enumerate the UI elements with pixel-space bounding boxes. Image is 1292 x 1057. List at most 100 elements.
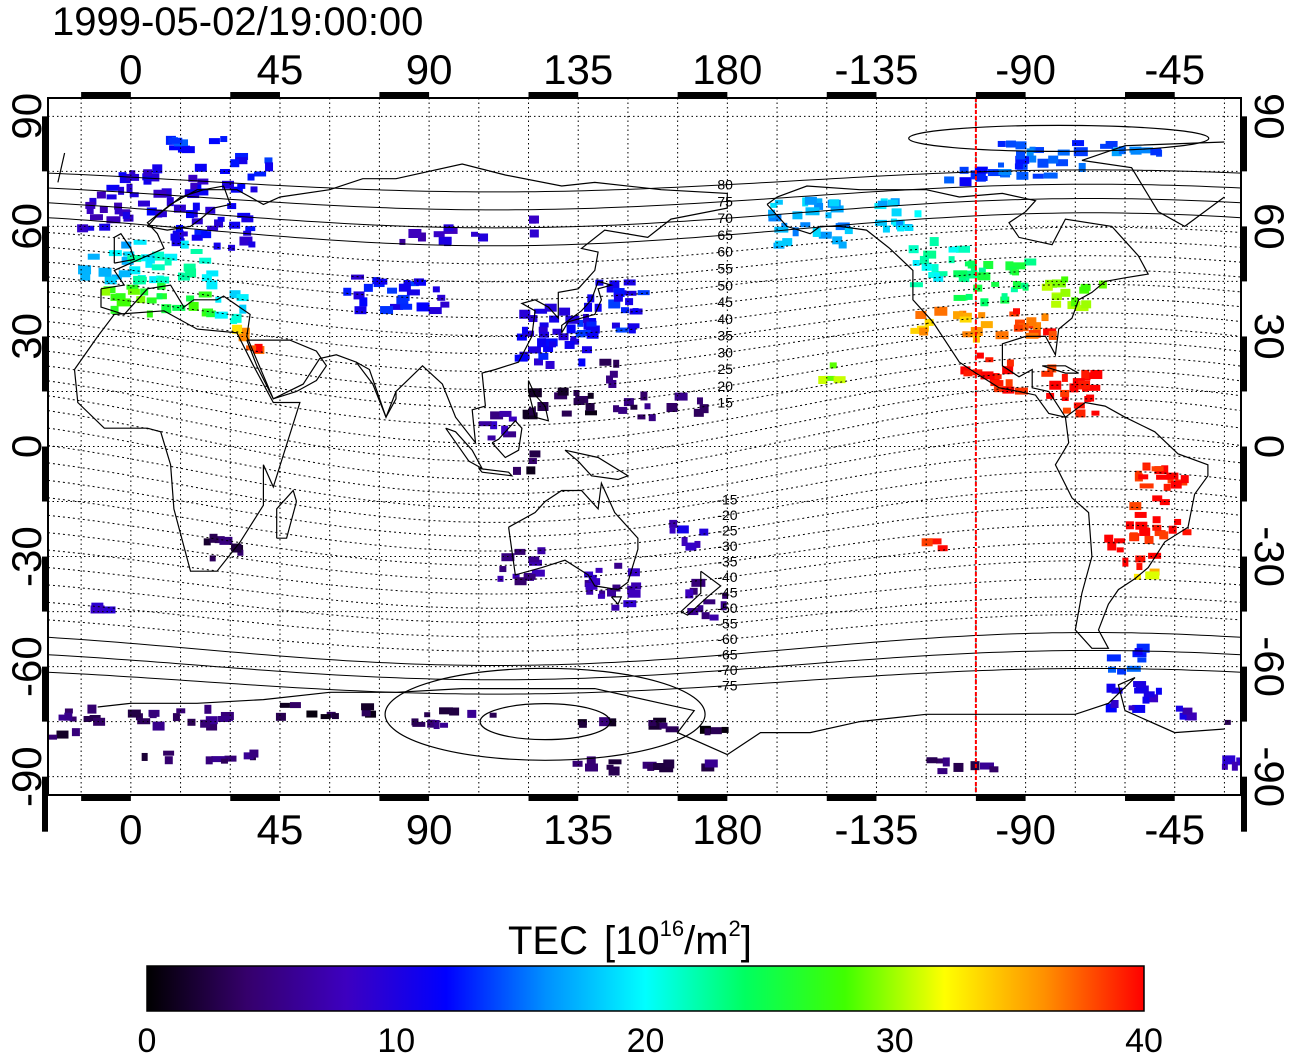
tec-patch — [203, 533, 244, 562]
dip-latitude-label: 25 — [717, 361, 733, 377]
tec-patch — [275, 702, 377, 721]
tec-cell — [959, 316, 972, 323]
tec-cell — [995, 331, 1009, 340]
frame-tick-bar — [528, 795, 579, 801]
colorbar-tick-label: 10 — [377, 1022, 415, 1057]
tec-cell — [289, 702, 301, 709]
tec-cell — [528, 407, 536, 416]
tec-cell — [1061, 395, 1069, 401]
tec-cell — [1015, 155, 1030, 164]
top-longitude-label: -90 — [995, 46, 1056, 93]
tec-cell — [211, 756, 226, 763]
tec-cell — [1136, 563, 1143, 571]
tec-cell — [1048, 155, 1059, 164]
tec-patch — [58, 704, 1231, 731]
tec-cell — [1136, 643, 1150, 653]
dip-latitude-label: 60 — [717, 244, 733, 260]
right-latitude-label: 0 — [1246, 435, 1292, 458]
tec-cell — [121, 241, 132, 249]
tec-cell — [404, 281, 419, 287]
tec-cell — [1061, 373, 1068, 382]
tec-patch — [48, 728, 80, 740]
dip-contour — [48, 226, 1241, 265]
tec-cell — [653, 763, 666, 771]
tec-patch — [554, 387, 598, 417]
tec-cell — [361, 708, 371, 717]
tec-cell — [1005, 140, 1016, 148]
coastline — [527, 380, 550, 422]
tec-cell — [353, 291, 365, 300]
tec-cell — [1033, 322, 1042, 331]
tec-cell — [964, 261, 975, 267]
tec-cell — [1129, 502, 1142, 511]
dip-contour — [48, 198, 1241, 229]
tec-patch — [926, 757, 999, 775]
tec-cell — [417, 232, 426, 242]
tec-cell — [206, 280, 218, 290]
coastline — [508, 481, 639, 591]
tec-cell — [625, 290, 637, 296]
tec-cell — [1049, 380, 1062, 390]
tec-cell — [554, 392, 568, 400]
tec-cell — [994, 374, 1002, 380]
tec-cell — [1107, 541, 1117, 551]
tec-cell — [398, 283, 411, 292]
tec-cell — [608, 759, 622, 765]
tec-cell — [238, 332, 250, 342]
frame-tick-bar — [1125, 92, 1175, 98]
tec-cell — [501, 553, 515, 562]
tec-cell — [1132, 704, 1146, 713]
tec-cell — [250, 186, 258, 193]
tec-cell — [396, 297, 409, 305]
bottom-longitude-label: 135 — [543, 806, 613, 853]
tec-cell — [1056, 159, 1069, 167]
tec-cell — [198, 291, 212, 298]
tec-patch — [1041, 364, 1103, 418]
tec-cell — [1026, 148, 1034, 157]
tec-patch — [818, 362, 846, 384]
tec-cell — [153, 277, 161, 283]
tec-cell — [221, 180, 234, 189]
tec-cell — [697, 605, 704, 613]
tec-cell — [172, 713, 180, 722]
tec-cell — [1048, 330, 1057, 340]
tec-cell — [1033, 147, 1045, 154]
tec-cell — [998, 162, 1005, 168]
tec-cell — [1134, 511, 1147, 518]
tec-cell — [989, 766, 999, 773]
tec-cell — [188, 174, 198, 182]
frame-tick-bar — [826, 795, 877, 801]
tec-cell — [440, 722, 449, 728]
tec-cell — [910, 327, 924, 334]
tec-cell — [178, 231, 188, 237]
south-dip-pole-contour — [479, 703, 611, 741]
tec-cell — [220, 711, 234, 720]
dip-contour — [48, 269, 1241, 319]
tec-cell — [609, 718, 617, 727]
frame-tick-bar — [379, 795, 430, 801]
tec-cell — [1150, 148, 1162, 156]
tec-cell — [115, 293, 126, 300]
tec-cell — [433, 231, 445, 238]
dip-latitude-label: -25 — [717, 523, 737, 539]
tec-cell — [967, 272, 982, 279]
tec-cell — [89, 197, 97, 205]
tec-cell — [630, 404, 638, 410]
tec-cell — [235, 152, 249, 160]
tec-cell — [818, 375, 828, 384]
tec-cell — [584, 763, 598, 772]
left-latitude-label: 0 — [3, 435, 50, 458]
tec-patch — [1041, 276, 1107, 312]
tec-cell — [1163, 483, 1171, 491]
tec-cell — [576, 330, 591, 337]
tec-cell — [64, 708, 73, 714]
bottom-longitude-label: -135 — [834, 806, 918, 853]
tec-cell — [118, 186, 125, 195]
bottom-longitude-label: 180 — [692, 806, 762, 853]
tec-cell — [213, 242, 221, 250]
tec-cell — [181, 146, 195, 154]
coastline — [113, 232, 135, 264]
dip-contour — [48, 312, 1241, 373]
tec-cell — [597, 593, 605, 599]
